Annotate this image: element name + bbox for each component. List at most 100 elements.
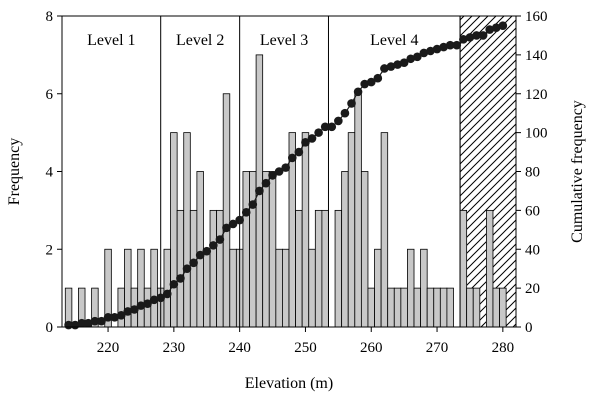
level-label: Level 1 <box>87 32 135 49</box>
frequency-bar <box>485 209 494 328</box>
frequency-bar <box>268 171 277 328</box>
cumulative-point <box>202 246 212 256</box>
cumulative-point <box>353 87 363 97</box>
cumulative-point <box>90 316 100 326</box>
cumulative-point <box>143 299 152 308</box>
frequency-bar <box>301 132 310 328</box>
frequency-bar <box>367 287 375 328</box>
cumulative-point <box>301 138 310 147</box>
y2-tick-label: 100 <box>525 126 548 142</box>
level-dividers-layer: Level 1 Level 2 Level 3 Level 4 <box>87 16 461 327</box>
frequency-bar <box>413 287 421 328</box>
frequency-bar <box>387 287 395 328</box>
frequency-bar <box>249 171 257 328</box>
x-axis-label: Elevation (m) <box>245 375 333 392</box>
y-tick-label: 6 <box>46 87 54 103</box>
frequency-bar <box>492 287 500 328</box>
frequency-bar <box>407 248 415 328</box>
cumulative-point <box>307 134 317 143</box>
cumulative-point <box>445 40 455 50</box>
cumulative-point <box>334 116 343 126</box>
cumulative-point <box>393 60 402 69</box>
frequency-bar <box>308 248 316 328</box>
x-tick-label: 220 <box>97 340 120 356</box>
frequency-bar <box>150 248 158 328</box>
frequency-bar <box>203 248 211 328</box>
y-tick-label: 4 <box>46 165 54 181</box>
cumulative-point <box>366 77 376 87</box>
cumulative-point <box>182 264 192 273</box>
cumulative-point <box>255 186 264 196</box>
cumulative-point <box>426 46 435 56</box>
frequency-bar <box>163 248 171 328</box>
cumulative-point <box>195 250 205 260</box>
cumulative-point <box>222 223 231 233</box>
cumulative-point <box>97 316 106 326</box>
frequency-bar <box>393 287 402 328</box>
frequency-bar <box>209 209 218 328</box>
cumulative-point <box>380 64 389 73</box>
frequency-bar <box>314 209 323 328</box>
cumulative-point <box>439 42 448 52</box>
cumulative-point <box>340 108 350 118</box>
cumulative-point <box>156 293 165 303</box>
cumulative-point <box>432 44 442 54</box>
cumulative-point <box>169 279 179 289</box>
y2-tick-label: 60 <box>525 203 540 219</box>
cumulative-point <box>320 122 330 132</box>
cumulative-point <box>228 219 238 229</box>
cumulative-point <box>110 312 119 322</box>
cumulative-point <box>215 235 225 244</box>
cumulative-point <box>235 215 244 225</box>
frequency-bar <box>426 287 435 328</box>
frequency-bar <box>466 287 474 328</box>
y-tick-label: 0 <box>46 320 54 336</box>
x-tick-label: 280 <box>492 340 515 356</box>
cumulative-point <box>327 122 337 132</box>
y2-tick-label: 120 <box>525 87 548 103</box>
cumulative-point <box>413 52 422 62</box>
y2-tick-label: 40 <box>525 242 540 258</box>
cumulative-point <box>281 163 291 172</box>
cumulative-point <box>406 54 416 64</box>
cumulative-point <box>189 258 198 268</box>
frequency-bar <box>472 287 481 328</box>
frequency-bar <box>222 93 231 328</box>
x-tick-label: 240 <box>228 340 251 356</box>
cumulative-point <box>360 79 369 89</box>
cumulative-point <box>373 73 383 83</box>
frequency-bar <box>282 248 290 328</box>
frequency-bar <box>380 132 389 328</box>
y-tick-label: 2 <box>46 242 54 258</box>
y2-tick-label: 160 <box>525 9 548 25</box>
y2-tick-label: 80 <box>525 165 540 181</box>
x-tick-label: 260 <box>360 340 383 356</box>
cumulative-point <box>261 178 271 188</box>
cumulative-point <box>103 312 113 322</box>
cumulative-point <box>241 208 251 217</box>
cumulative-point <box>399 58 409 67</box>
frequency-bar <box>459 209 468 328</box>
level-label: Level 4 <box>370 32 418 49</box>
cumulative-point <box>465 33 475 42</box>
frequency-bar <box>341 171 349 328</box>
cumulative-point <box>314 128 323 137</box>
cumulative-point <box>274 167 284 176</box>
frequency-bar <box>170 132 178 328</box>
x-tick-label: 270 <box>426 340 449 356</box>
cumulative-point <box>459 35 468 44</box>
frequency-bar <box>295 209 303 328</box>
cumulative-point <box>452 40 462 50</box>
cumulative-point <box>136 301 146 310</box>
frequency-bar <box>334 209 343 328</box>
cumulative-point <box>485 25 494 34</box>
y2-tick-label: 0 <box>525 320 533 336</box>
frequency-bar <box>347 132 356 328</box>
cumulative-point <box>130 305 139 314</box>
level-label: Level 2 <box>176 32 224 49</box>
frequency-bar <box>183 132 191 328</box>
frequency-bar <box>229 248 237 328</box>
cumulative-point <box>248 200 258 209</box>
frequency-bar <box>433 287 441 328</box>
